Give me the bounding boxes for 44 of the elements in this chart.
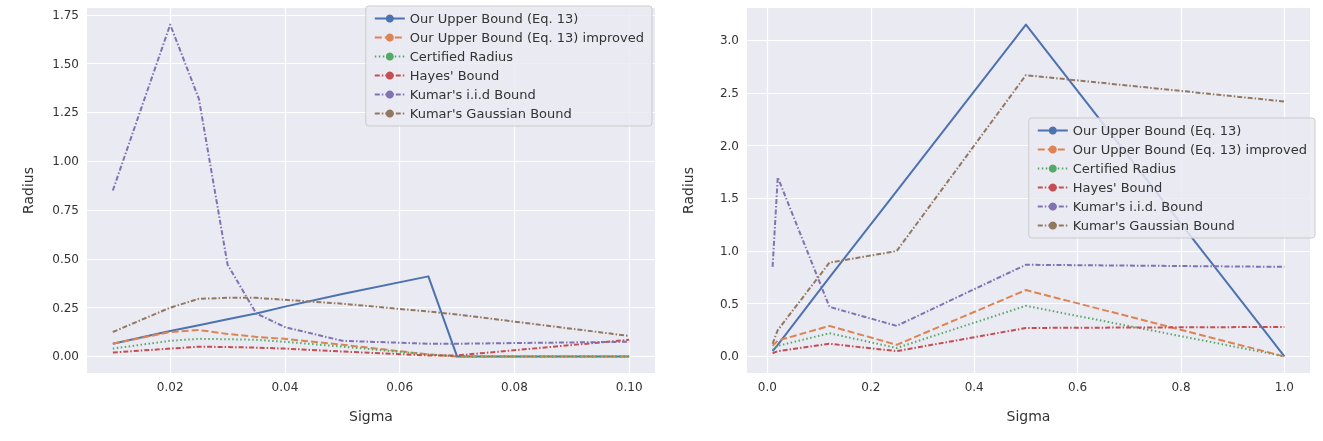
- y-tick-label: 2.0: [719, 138, 739, 153]
- y-tick-label: 0.25: [52, 300, 79, 315]
- legend-label: Our Upper Bound (Eq. 13) improved: [1072, 142, 1308, 157]
- x-tick-label: 0.02: [156, 380, 184, 394]
- y-tick-label: 0.5: [719, 296, 739, 311]
- x-tick-label: 0.04: [271, 380, 299, 394]
- legend-label: Our Upper Bound (Eq. 13): [409, 11, 579, 26]
- legend-label: Kumar's Gaussian Bound: [1072, 218, 1235, 233]
- legend-label: Hayes' Bound: [1072, 180, 1163, 195]
- y-tick-label: 0.75: [52, 203, 79, 218]
- y-tick-label: 2.5: [719, 86, 739, 101]
- y-tick-label: 1.75: [52, 7, 79, 22]
- x-tick-label: 0.0: [757, 380, 777, 394]
- y-tick-label: 0.50: [52, 251, 79, 266]
- y-tick-label: 1.0: [719, 244, 739, 259]
- y-tick-label: 1.5: [719, 191, 739, 206]
- legend-label: Our Upper Bound (Eq. 13) improved: [409, 30, 645, 45]
- legend-label: Our Upper Bound (Eq. 13): [1072, 123, 1242, 138]
- y-axis-title: Radius: [20, 167, 36, 214]
- y-axis-title: Radius: [680, 167, 696, 214]
- x-axis-title: Sigma: [349, 408, 393, 424]
- legend-label: Hayes' Bound: [409, 68, 500, 83]
- x-tick-label: 0.8: [1171, 380, 1191, 394]
- legend-label: Kumar's i.i.d. Bound: [1072, 199, 1203, 214]
- x-tick-label: 0.10: [615, 380, 643, 394]
- line-series: [111, 296, 631, 337]
- x-tick-label: 0.2: [861, 380, 881, 394]
- x-tick-label: 0.08: [501, 380, 528, 394]
- legend-label: Kumar's Gaussian Bound: [409, 106, 572, 121]
- y-tick-label: 3.0: [719, 33, 739, 48]
- x-tick-label: 0.4: [964, 380, 984, 394]
- line-series: [771, 289, 1286, 358]
- y-tick-label: 1.00: [52, 154, 79, 169]
- y-tick-label: 1.50: [52, 56, 79, 71]
- y-tick-label: 1.25: [52, 105, 79, 120]
- x-axis-title: Sigma: [1006, 408, 1051, 424]
- x-tick-label: 0.06: [386, 380, 414, 394]
- legend-label: Kumar's i.i.d Bound: [409, 87, 536, 102]
- legend-label: Certified Radius: [409, 49, 514, 64]
- x-tick-label: 0.6: [1068, 380, 1088, 394]
- y-tick-label: 0.00: [52, 349, 79, 364]
- legend-label: Certified Radius: [1072, 161, 1177, 176]
- x-tick-label: 1.0: [1274, 380, 1294, 394]
- y-tick-label: 0.0: [719, 349, 739, 364]
